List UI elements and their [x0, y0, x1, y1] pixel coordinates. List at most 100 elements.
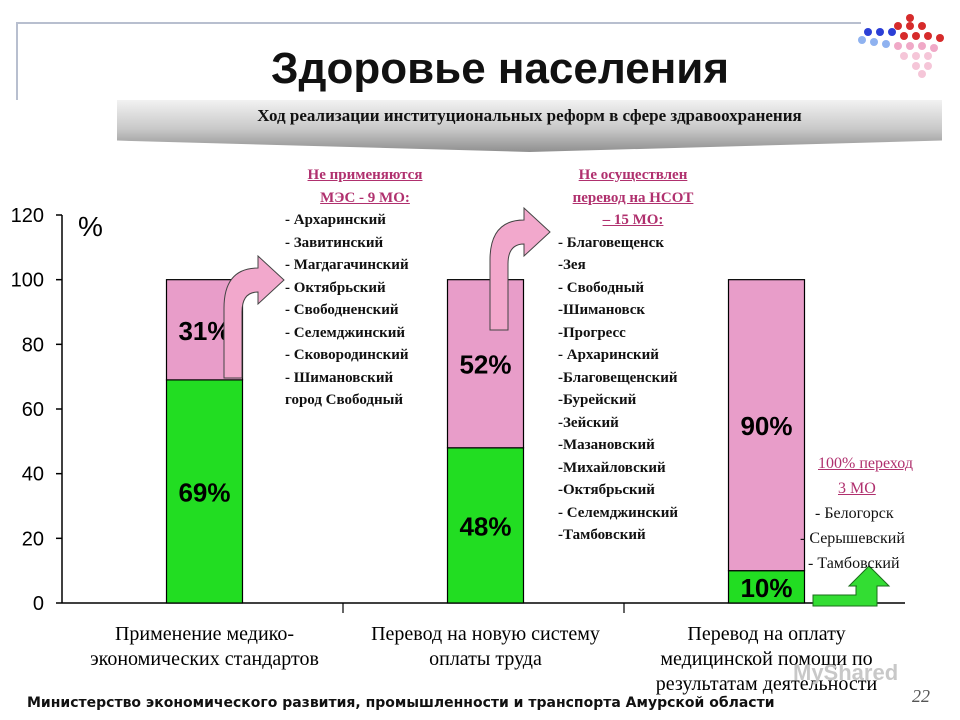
note-nsot-heading-3: – 15 МО: — [602, 212, 664, 228]
logo-dot — [924, 32, 932, 40]
x-category-label: оплаты труда — [429, 648, 542, 670]
y-tick-label: 0 — [33, 593, 44, 615]
x-category-label: Перевод на новую систему — [371, 623, 600, 645]
logo-dot — [894, 22, 902, 30]
note-mes-heading-2: МЭС - 9 МО: — [320, 189, 410, 206]
list-item: - Сковородинский — [285, 347, 409, 363]
footer-text: Министерство экономического развития, пр… — [27, 695, 775, 711]
list-item: -Шимановск — [558, 302, 646, 318]
list-item: - Магдагачинский — [285, 257, 409, 273]
note-nsot-heading-2: перевод на НСОТ — [572, 189, 694, 206]
page-subtitle: Ход реализации институциональных реформ … — [257, 106, 802, 125]
list-item: - Архаринский — [285, 212, 386, 228]
page-number: 22 — [912, 686, 930, 706]
note-nsot: Не осуществлен перевод на НСОТ – 15 МО: … — [558, 164, 708, 547]
bar-segment — [727, 279, 806, 572]
x-category-label: Применение медико- — [115, 623, 294, 645]
logo-dot — [918, 42, 926, 50]
y-tick-label: 60 — [22, 399, 44, 421]
up-arrow-icon — [812, 565, 891, 607]
logo-dot — [876, 28, 884, 36]
list-item: - Свободненский — [285, 302, 399, 318]
watermark: MyShared — [793, 660, 899, 685]
logo-dot — [900, 32, 908, 40]
curved-arrow-icon — [489, 206, 551, 331]
page-title: Здоровье населения — [270, 44, 730, 93]
curved-arrow-icon — [223, 254, 285, 379]
y-tick-label: 20 — [22, 528, 44, 550]
x-category-label: медицинской помощи по — [660, 648, 872, 670]
note-nsot-heading-1: Не осуществлен — [578, 167, 688, 183]
list-item: - Свободный — [558, 279, 645, 296]
list-item: - Тамбовский — [808, 555, 900, 572]
logo-dot — [918, 22, 926, 30]
list-item: -Благовещенский — [558, 369, 678, 386]
bar-value-label: 69% — [178, 477, 230, 507]
logo-dot — [936, 34, 944, 42]
list-item: - Архаринский — [558, 347, 659, 363]
logo-dot — [918, 70, 926, 78]
list-item: -Октябрьский — [558, 482, 655, 498]
y-tick-label: 80 — [22, 334, 44, 356]
logo-dot — [912, 52, 920, 60]
x-category-label: экономических стандартов — [90, 648, 319, 670]
logo-dot — [900, 52, 908, 60]
subtitle-banner — [117, 100, 942, 152]
list-item: город Свободный — [285, 392, 403, 408]
logo-dot — [864, 28, 872, 36]
note-mes: Не применяются МЭС - 9 МО: - Архаринский… — [285, 164, 445, 412]
list-item: - Завитинский — [285, 234, 384, 251]
bar-value-label: 52% — [459, 350, 511, 380]
logo-dot — [906, 42, 914, 50]
y-tick-label: 120 — [11, 205, 44, 227]
list-item: - Октябрьский — [285, 279, 386, 296]
bar-value-label: 10% — [740, 573, 792, 603]
title-rule-vertical — [16, 22, 18, 100]
bar-segment — [446, 447, 525, 604]
list-item: - Благовещенск — [558, 234, 664, 251]
list-item: - Серышевский — [800, 530, 905, 547]
list-item: -Тамбовский — [558, 527, 646, 543]
dots-logo-icon — [858, 14, 944, 78]
title-rule-horizontal — [16, 22, 861, 24]
bar-value-label: 90% — [740, 411, 792, 441]
logo-dot — [924, 62, 932, 70]
logo-dot — [906, 22, 914, 30]
list-item: -Бурейский — [558, 392, 637, 408]
logo-dot — [906, 14, 914, 22]
list-item: - Белогорск — [815, 505, 894, 522]
logo-dot — [870, 38, 878, 46]
list-item: -Зея — [558, 257, 586, 273]
y-tick-label: 100 — [11, 270, 44, 292]
note-transition: 100% переход 3 МО - Белогорск - Серышевс… — [800, 451, 955, 576]
logo-dot — [894, 42, 902, 50]
bar-segment — [727, 570, 806, 604]
bar-segment — [165, 379, 244, 604]
list-item: -Зейский — [558, 414, 619, 431]
list-item: - Шимановский — [285, 369, 394, 386]
list-item: -Прогресс — [558, 324, 626, 341]
logo-dot — [924, 52, 932, 60]
logo-dot — [882, 40, 890, 48]
bar-segment — [446, 279, 525, 449]
note-transition-heading-1: 100% переход — [818, 455, 913, 472]
y-tick-label: 40 — [22, 464, 44, 486]
y-unit-label: % — [78, 211, 103, 242]
logo-dot — [912, 32, 920, 40]
x-category-label: результатам деятельности — [656, 673, 878, 695]
list-item: -Михайловский — [558, 459, 666, 476]
list-item: - Селемджинский — [285, 324, 406, 341]
x-category-label: Перевод на оплату — [687, 623, 845, 645]
note-transition-heading-2: 3 МО — [838, 480, 876, 497]
bar-value-label: 31% — [178, 316, 230, 346]
bar-value-label: 48% — [459, 511, 511, 541]
logo-dot — [888, 28, 896, 36]
list-item: -Мазановский — [558, 437, 655, 453]
note-mes-heading-1: Не применяются — [307, 167, 423, 183]
logo-dot — [858, 36, 866, 44]
logo-dot — [930, 44, 938, 52]
logo-dot — [912, 62, 920, 70]
list-item: - Селемджинский — [558, 504, 679, 521]
